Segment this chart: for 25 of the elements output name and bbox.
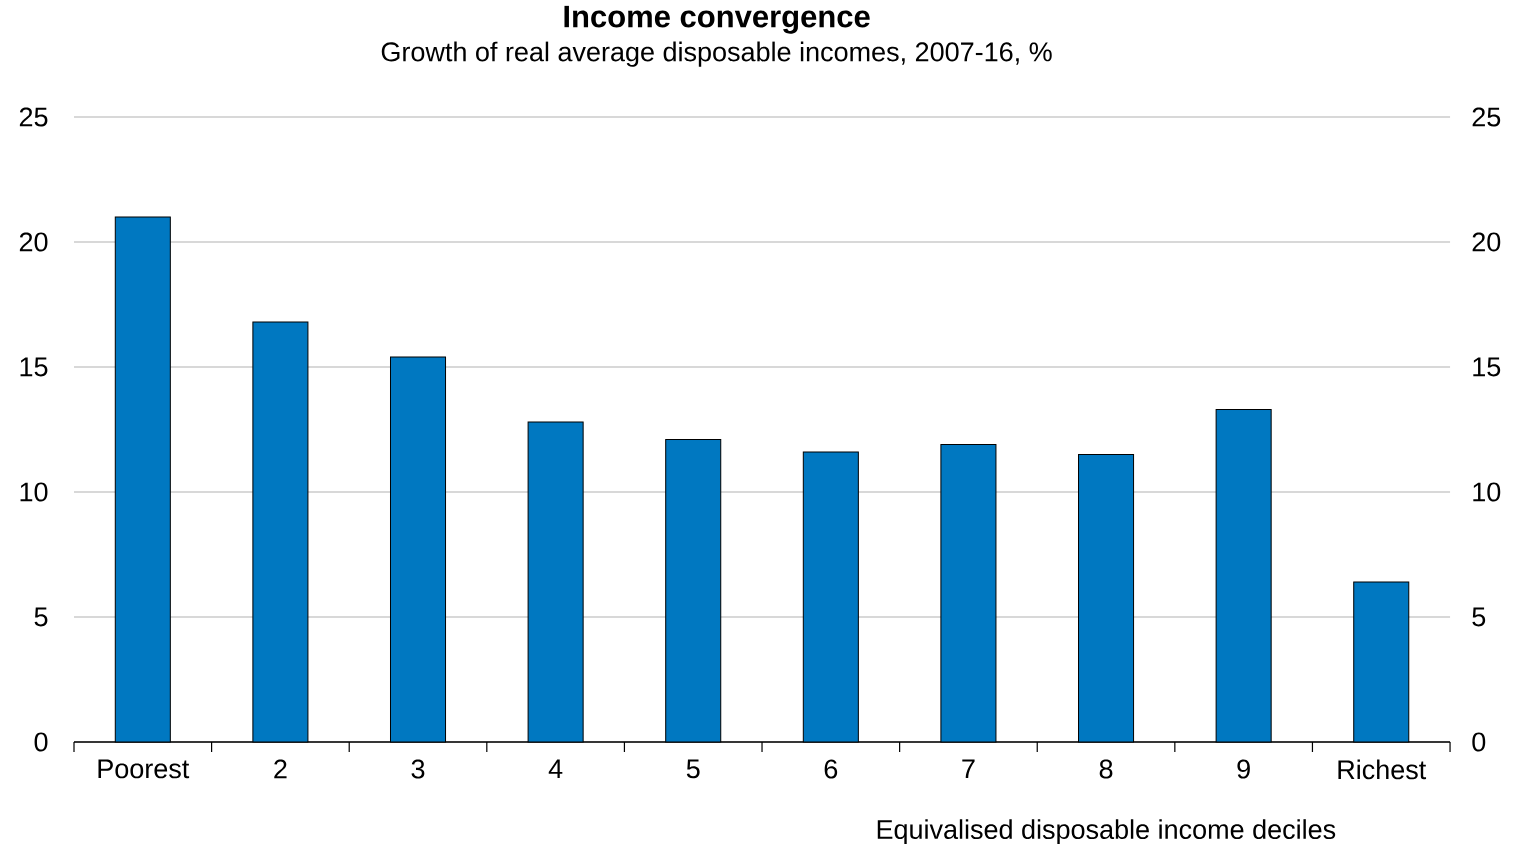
x-axis-title: Equivalised disposable income deciles: [877, 819, 1336, 844]
x-tick-label: 6: [824, 759, 838, 779]
x-tick-label: 2: [274, 759, 287, 779]
y2-tick-label: 5: [1472, 607, 1486, 627]
y2-tick-label: 0: [1472, 732, 1486, 752]
y2-tick-label: 15: [1473, 357, 1501, 377]
y-tick-label: 5: [34, 607, 48, 627]
y-tick-label: 10: [20, 482, 48, 502]
x-tick-label: 5: [686, 759, 700, 779]
y-tick-label: 20: [19, 232, 48, 252]
x-tick-label: 9: [1237, 759, 1250, 779]
y-tick-label: 15: [20, 357, 48, 377]
y2-tick-label: 25: [1472, 107, 1501, 127]
x-tick-label: Richest: [1338, 759, 1427, 780]
chart-title: Income convergence: [564, 5, 870, 34]
x-tick-label: 3: [411, 759, 425, 779]
x-tick-label: 7: [962, 759, 975, 779]
x-tick-label: Poorest: [98, 759, 190, 779]
y-tick-label: 25: [19, 107, 48, 127]
x-tick-label: 4: [548, 759, 563, 779]
y2-tick-label: 10: [1473, 482, 1501, 502]
y2-tick-label: 20: [1472, 232, 1501, 252]
chart-subtitle: Growth of real average disposable incomes, 2007-16, %: [381, 41, 1052, 67]
x-tick-label: 8: [1099, 759, 1113, 779]
y-tick-label: 0: [34, 732, 48, 752]
